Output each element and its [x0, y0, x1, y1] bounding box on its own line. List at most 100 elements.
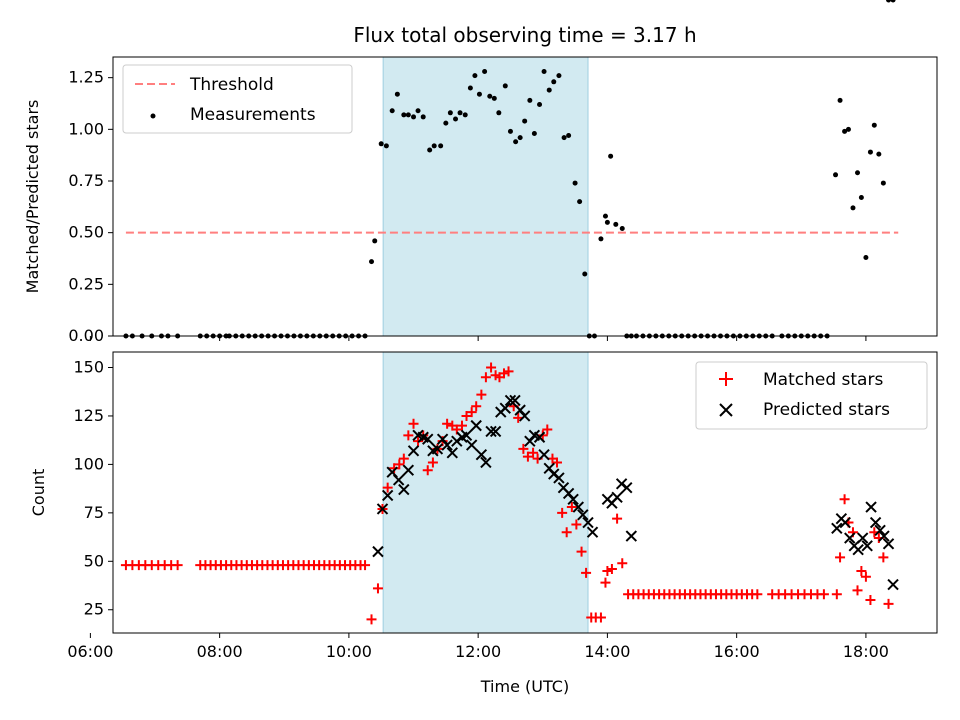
predicted-star-point — [582, 516, 594, 529]
measurement-point — [619, 226, 625, 232]
matched-star-point — [427, 457, 438, 468]
legend-measurements-swatch — [150, 113, 156, 119]
top-y-axis-label: Matched/Predicted stars — [23, 100, 42, 294]
measurement-point — [886, 0, 892, 3]
measurement-point — [880, 180, 886, 186]
measurement-point — [867, 149, 873, 155]
top-y-tick-label: 0.25 — [68, 274, 104, 293]
measurement-point — [431, 143, 437, 149]
x-tick-label: 14:00 — [584, 642, 630, 661]
measurement-point — [443, 120, 449, 126]
matched-star-point — [852, 585, 863, 596]
measurement-point — [491, 95, 497, 101]
matched-star-point — [422, 465, 433, 476]
measurement-point — [858, 195, 864, 201]
measurement-point — [462, 112, 468, 118]
predicted-star-point — [831, 522, 843, 535]
measurement-point — [378, 141, 384, 147]
matched-star-point — [576, 546, 587, 557]
measurement-point — [537, 102, 543, 108]
predicted-star-point — [509, 394, 521, 407]
matched-star-point — [503, 366, 514, 377]
measurement-point — [457, 110, 463, 116]
matched-star-point — [883, 598, 894, 609]
measurement-point — [842, 128, 848, 134]
predicted-star-point — [470, 419, 482, 432]
matched-star-point — [498, 368, 509, 379]
predicted-star-point — [887, 578, 899, 591]
predicted-star-point — [611, 491, 623, 504]
top-x-ticks — [89, 336, 867, 341]
predicted-star-point — [553, 472, 565, 484]
measurement-point — [438, 143, 444, 149]
predicted-star-point — [465, 439, 478, 451]
matched-star-point — [528, 447, 539, 458]
measurement-point — [467, 85, 473, 91]
top-y-tick-label: 0.00 — [68, 326, 104, 345]
matched-star-point — [878, 552, 889, 563]
measurement-point — [604, 219, 610, 225]
chart-title: Flux total observing time = 3.17 h — [353, 23, 696, 47]
measurement-point — [507, 128, 513, 134]
measurement-point — [527, 97, 533, 103]
predicted-star-point — [621, 481, 633, 494]
matched-star-point — [839, 494, 850, 505]
measurement-point — [566, 133, 572, 139]
predicted-star-point — [446, 447, 459, 459]
top-observing-window-shade — [382, 56, 589, 337]
bottom-y-tick-label: 100 — [73, 454, 104, 473]
x-tick-label: 08:00 — [197, 642, 243, 661]
matched-star-point — [461, 410, 472, 421]
matched-star-point — [408, 418, 419, 429]
matched-star-point — [366, 614, 377, 625]
measurement-point — [394, 91, 400, 97]
measurement-point — [551, 79, 557, 85]
x-tick-label: 10:00 — [326, 642, 372, 661]
count-panel: 25 50 75 100 125 150 06:00 08:00 10:00 12:00 14:0… — [29, 352, 938, 696]
matched-star-point — [752, 589, 763, 600]
bottom-y-tick-label: 25 — [84, 600, 104, 619]
x-tick-label: 06:00 — [67, 642, 113, 661]
matched-star-point — [442, 418, 453, 429]
predicted-star-point — [376, 503, 389, 515]
top-y-tick-label: 1.25 — [68, 68, 104, 87]
measurement-point — [513, 139, 519, 145]
matched-star-point — [818, 589, 829, 600]
measurement-point — [389, 108, 395, 114]
predicted-star-point — [518, 410, 531, 422]
measurement-point — [608, 153, 614, 159]
matched-star-point — [600, 577, 611, 588]
measurement-point — [561, 135, 567, 141]
matched-star-point — [835, 552, 846, 563]
measurement-point — [837, 97, 843, 103]
bottom-y-tick-label: 50 — [84, 551, 104, 570]
matched-star-point — [542, 424, 553, 435]
predicted-star-point — [504, 394, 517, 407]
matched-star-point — [480, 372, 491, 383]
legend-predicted-label: Predicted stars — [763, 400, 890, 420]
measurement-point — [577, 199, 583, 205]
matched-star-point — [617, 558, 628, 569]
matched-star-point — [557, 507, 568, 518]
top-axes-frame — [112, 56, 938, 337]
matched-star-point — [398, 453, 409, 464]
matched-star-point — [856, 565, 867, 576]
matched-star-point — [403, 430, 414, 441]
predicted-star-point — [861, 540, 873, 552]
measurement-point — [472, 73, 478, 79]
matched-star-point — [394, 459, 405, 470]
matched-star-point — [602, 565, 613, 576]
matched-star-point — [456, 420, 467, 431]
legend-threshold-label: Threshold — [189, 75, 274, 95]
measurement-point — [383, 143, 389, 149]
predicted-star-point — [538, 449, 550, 461]
bottom-y-tick-label: 150 — [73, 358, 104, 377]
measurement-point — [411, 114, 417, 120]
predicted-star-point — [499, 402, 511, 414]
matched-star-point — [595, 612, 606, 623]
matched-star-point — [612, 513, 623, 524]
matched-star-point — [522, 451, 533, 462]
matched-star-point — [172, 560, 183, 571]
bottom-y-axis-label: Count — [29, 469, 48, 517]
predicted-star-point — [372, 545, 384, 558]
